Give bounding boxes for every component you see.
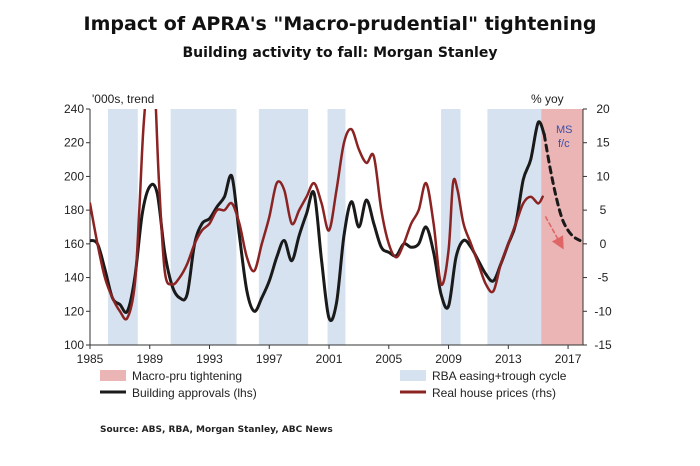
axes-frame (89, 109, 584, 346)
left-tick-100: 100 (64, 338, 84, 352)
left-tick-140: 140 (64, 271, 84, 285)
x-tick-2017: 2017 (555, 352, 582, 366)
left-tick-220: 220 (64, 136, 84, 150)
right-tick-10: 10 (596, 169, 610, 183)
right-tick--10: -10 (594, 304, 612, 318)
x-tick-2013: 2013 (495, 352, 522, 366)
series-lines (90, 109, 582, 323)
right-tick-20: 20 (596, 102, 610, 116)
series-line-ms-forecast (542, 132, 582, 242)
x-tick-2001: 2001 (316, 352, 343, 366)
easing-band-1 (170, 109, 237, 345)
forecast-annotation-line2: f/c (558, 138, 570, 150)
macro-band-0 (541, 109, 583, 345)
left-tick-180: 180 (64, 203, 84, 217)
x-tick-2009: 2009 (435, 352, 462, 366)
forecast-annotation-line1: MS (556, 124, 573, 136)
left-tick-160: 160 (64, 237, 84, 251)
source-note: Source: ABS, RBA, Morgan Stanley, ABC Ne… (100, 425, 333, 435)
right-tick-15: 15 (596, 136, 610, 150)
legend-label-0: Macro-pru tightening (132, 369, 242, 383)
tick-labels: 1985 1989 1993 1997 2001 2005 2009 2013 20171001… (64, 102, 612, 366)
chart-title: Impact of APRA's "Macro-prudential" tigh… (84, 13, 597, 35)
legend: Macro-pru tightening RBA easing+trough cy… (100, 369, 567, 400)
left-tick-240: 240 (64, 102, 84, 116)
right-tick--15: -15 (594, 338, 612, 352)
x-tick-1997: 1997 (256, 352, 283, 366)
right-tick-0: 0 (600, 237, 607, 251)
x-tick-1989: 1989 (136, 352, 163, 366)
right-tick-5: 5 (600, 203, 607, 217)
left-axis-unit: '000s, trend (92, 92, 154, 106)
x-tick-2005: 2005 (375, 352, 402, 366)
left-tick-200: 200 (64, 169, 84, 183)
right-axis-unit: % yoy (531, 92, 564, 106)
left-tick-120: 120 (64, 304, 84, 318)
legend-swatch-0 (100, 370, 126, 381)
series-line-ms-forecast-arrow (544, 216, 564, 250)
easing-band-0 (107, 109, 138, 345)
chart-subtitle: Building activity to fall: Morgan Stanle… (183, 45, 498, 61)
legend-swatch-1 (400, 370, 426, 381)
right-tick--5: -5 (598, 271, 609, 285)
series-line-building-approvals-lhs- (90, 120, 546, 323)
legend-label-3: Real house prices (rhs) (432, 386, 556, 400)
x-tick-1993: 1993 (196, 352, 223, 366)
series-line-real-house-prices-rhs- (90, 109, 544, 321)
x-tick-1985: 1985 (77, 352, 104, 366)
legend-label-1: RBA easing+trough cycle (432, 369, 567, 383)
legend-label-2: Building approvals (lhs) (132, 386, 257, 400)
